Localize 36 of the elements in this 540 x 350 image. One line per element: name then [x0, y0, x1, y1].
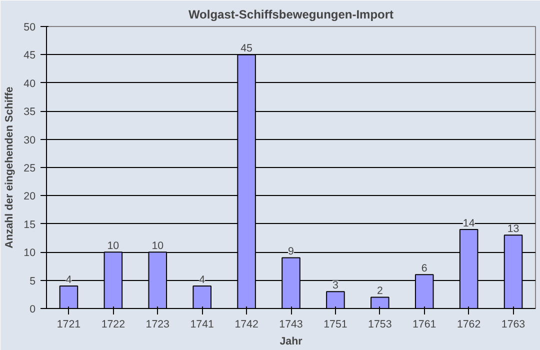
x-tick-label: 1763: [501, 318, 526, 330]
x-tick-label: 1762: [456, 318, 481, 330]
x-tick-label: 1742: [234, 318, 258, 330]
data-label: 3: [332, 280, 338, 292]
y-tick-label: 35: [24, 106, 36, 118]
y-tick-label: 50: [24, 22, 36, 34]
data-label: 4: [199, 274, 206, 286]
y-tick-label: 5: [30, 275, 36, 288]
y-tick-label: 40: [24, 78, 36, 90]
x-tick-label: 1741: [190, 318, 214, 330]
data-label: 4: [66, 274, 72, 286]
y-tick-label: 10: [24, 247, 36, 260]
x-tick-label: 1723: [146, 318, 170, 330]
data-label: 10: [107, 240, 120, 252]
y-tick-label: 45: [24, 50, 36, 62]
data-label: 2: [376, 285, 383, 298]
y-axis-title: Anzahl der eingehenden Schiffe: [4, 86, 16, 248]
data-label: 10: [152, 240, 164, 252]
y-tick-label: 20: [24, 190, 36, 203]
x-tick-label: 1753: [368, 318, 392, 330]
y-tick-label: 15: [24, 218, 36, 231]
x-tick-label: 1751: [324, 318, 348, 330]
x-tick-label: 1722: [101, 318, 126, 330]
y-tick-label: 0: [30, 304, 36, 316]
x-tick-label: 1761: [412, 318, 436, 330]
data-label: 6: [421, 262, 428, 275]
data-label: 9: [288, 246, 294, 258]
y-tick-label: 25: [24, 162, 36, 174]
y-tick-label: 30: [24, 134, 36, 146]
x-tick-label: 1721: [56, 318, 81, 330]
x-axis-title: Jahr: [280, 336, 302, 348]
x-tick-label: 1743: [279, 318, 303, 330]
data-label: 14: [462, 218, 475, 230]
data-label: 13: [507, 223, 520, 236]
chart-title: Wolgast-Schiffsbewegungen-Import: [188, 8, 394, 22]
data-label: 45: [240, 42, 253, 55]
